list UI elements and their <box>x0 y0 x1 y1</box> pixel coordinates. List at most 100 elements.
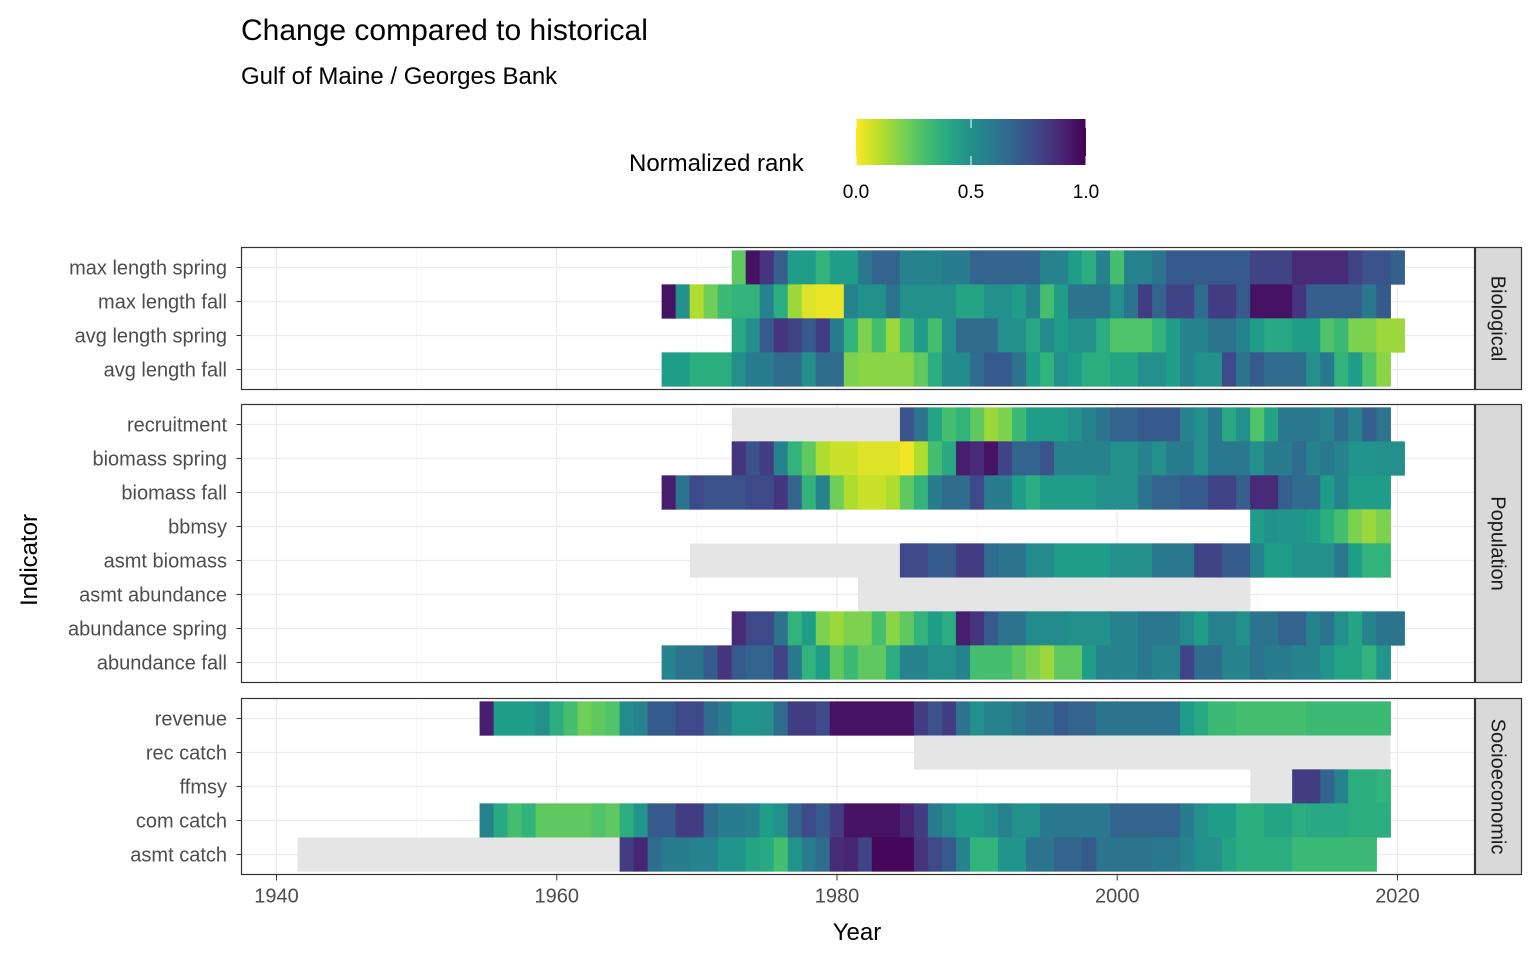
heat-cell <box>1250 543 1265 578</box>
heat-cell <box>661 475 677 510</box>
heat-cell <box>885 611 901 646</box>
heat-cell <box>815 352 845 387</box>
heat-cell <box>829 803 845 838</box>
x-tick-label: 1980 <box>815 886 860 908</box>
heat-cell <box>1236 407 1251 442</box>
heat-cell <box>1264 407 1279 442</box>
y-tick-label: biomass fall <box>121 483 227 505</box>
heat-cell <box>815 441 831 476</box>
heat-cell <box>1264 352 1307 387</box>
heat-cell <box>941 407 957 442</box>
heat-cell <box>1180 701 1195 736</box>
heat-cell <box>759 441 775 476</box>
y-tick-label: abundance fall <box>97 653 227 675</box>
heat-cell <box>997 407 1013 442</box>
heat-cell <box>479 803 495 838</box>
heat-cell <box>1208 441 1251 476</box>
heat-cell <box>941 611 957 646</box>
heat-cell <box>619 803 635 838</box>
heat-cell <box>1320 475 1335 510</box>
heat-cell <box>521 803 537 838</box>
x-axis-title: Year <box>833 919 882 946</box>
heat-cell <box>689 284 705 319</box>
heat-cell-missing <box>858 577 1251 612</box>
heat-cell <box>1110 352 1139 387</box>
heat-cell <box>1222 837 1237 872</box>
heat-cell <box>1096 407 1111 442</box>
heat-cell <box>1362 543 1391 578</box>
heat-cell <box>1292 318 1321 353</box>
heat-cell <box>1376 769 1391 804</box>
heat-cell <box>535 701 551 736</box>
heat-cell <box>801 803 817 838</box>
heat-cell <box>1096 645 1139 680</box>
heat-cell <box>689 837 719 872</box>
heat-cell <box>1194 645 1223 680</box>
heat-cell <box>1166 318 1181 353</box>
heat-cell <box>1082 250 1097 285</box>
heat-cell <box>1306 441 1321 476</box>
panel-population: recruitment biomass spring biomass fall bbm… <box>68 403 1523 684</box>
heat-cell <box>927 441 943 476</box>
heat-cell <box>1264 803 1293 838</box>
heat-cell <box>745 837 761 872</box>
heat-cell <box>661 284 677 319</box>
heat-cell <box>815 803 831 838</box>
heat-cell <box>927 701 943 736</box>
heat-cell <box>1376 284 1391 319</box>
heat-cell <box>1292 441 1307 476</box>
y-tick-label: asmt biomass <box>104 551 227 573</box>
heat-cell <box>885 645 901 680</box>
y-tick-label: biomass spring <box>92 449 227 471</box>
heat-cell <box>955 701 971 736</box>
heat-cell <box>941 441 957 476</box>
heat-cell <box>479 701 495 736</box>
heat-cell <box>941 352 971 387</box>
heat-cell <box>1292 769 1321 804</box>
heat-cell <box>983 475 1013 510</box>
heat-cell <box>661 645 677 680</box>
heat-cell <box>1011 645 1027 680</box>
heat-cell <box>773 701 789 736</box>
heat-cell <box>1039 803 1069 838</box>
heat-cell <box>759 250 775 285</box>
heat-cell <box>647 701 677 736</box>
heat-cell <box>815 645 831 680</box>
heat-cell <box>1068 284 1111 319</box>
heat-cell <box>1166 352 1181 387</box>
heat-cell <box>731 318 747 353</box>
heat-cell <box>1292 803 1307 838</box>
heat-cell <box>843 318 859 353</box>
heat-cell <box>969 611 985 646</box>
heat-cell <box>731 611 747 646</box>
heat-cell <box>787 318 803 353</box>
heat-cell <box>1348 352 1363 387</box>
heat-cell <box>745 645 775 680</box>
heat-cell <box>983 352 1013 387</box>
heat-cell <box>927 645 957 680</box>
heat-cell <box>1194 284 1209 319</box>
heat-cell <box>857 645 887 680</box>
heat-cell <box>1180 318 1209 353</box>
heat-cell <box>1025 284 1041 319</box>
heat-cell <box>829 611 845 646</box>
heat-cell <box>605 803 621 838</box>
heat-cell <box>1054 837 1083 872</box>
heat-cell <box>1054 284 1069 319</box>
heat-cell <box>815 475 831 510</box>
heat-cell <box>493 701 537 736</box>
heat-cell <box>1068 701 1097 736</box>
heat-cell <box>941 837 957 872</box>
heat-cell <box>997 318 1027 353</box>
heat-cell <box>1348 475 1391 510</box>
y-tick-label: bbmsy <box>168 517 227 539</box>
heat-cell <box>1348 250 1363 285</box>
heat-cell <box>1180 645 1195 680</box>
heat-cell <box>1250 318 1265 353</box>
heat-cell <box>857 318 873 353</box>
heat-cell <box>1180 407 1195 442</box>
heat-cell <box>1292 475 1321 510</box>
heat-cell <box>1194 837 1223 872</box>
heat-cell <box>969 837 999 872</box>
heat-cell <box>997 611 1027 646</box>
